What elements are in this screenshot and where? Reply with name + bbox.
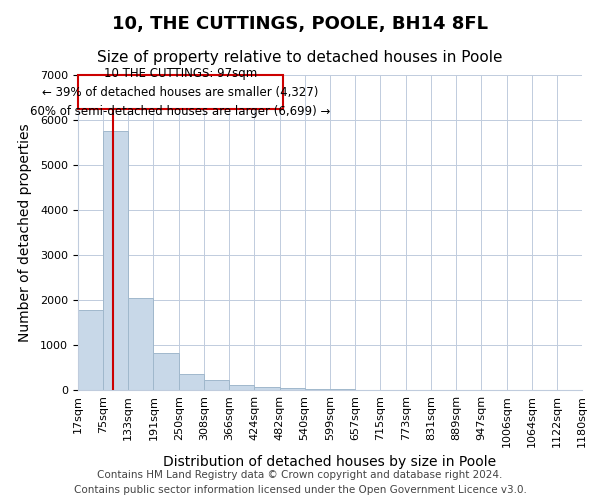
Text: 10 THE CUTTINGS: 97sqm
← 39% of detached houses are smaller (4,327)
60% of semi-: 10 THE CUTTINGS: 97sqm ← 39% of detached… [31, 66, 331, 118]
FancyBboxPatch shape [78, 75, 283, 109]
Text: Contains public sector information licensed under the Open Government Licence v3: Contains public sector information licen… [74, 485, 526, 495]
Bar [154, 353, 179, 390]
Bar [103, 131, 128, 390]
Bar [78, 310, 103, 390]
Bar [229, 385, 254, 390]
Bar [330, 389, 355, 390]
Bar [179, 374, 204, 390]
Bar [305, 388, 330, 390]
Bar [128, 298, 154, 390]
Y-axis label: Number of detached properties: Number of detached properties [18, 123, 32, 342]
Text: Size of property relative to detached houses in Poole: Size of property relative to detached ho… [97, 50, 503, 65]
Text: Contains HM Land Registry data © Crown copyright and database right 2024.: Contains HM Land Registry data © Crown c… [97, 470, 503, 480]
Bar [280, 388, 305, 390]
Bar [254, 387, 280, 390]
Text: 10, THE CUTTINGS, POOLE, BH14 8FL: 10, THE CUTTINGS, POOLE, BH14 8FL [112, 15, 488, 33]
Bar [204, 380, 229, 390]
X-axis label: Distribution of detached houses by size in Poole: Distribution of detached houses by size … [163, 455, 497, 469]
